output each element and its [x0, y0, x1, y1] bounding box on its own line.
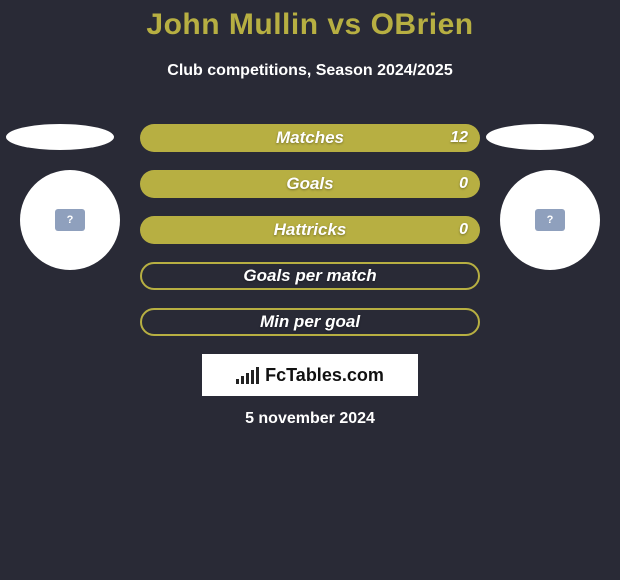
stat-bar-value: 12 [450, 129, 468, 147]
stat-bar: Matches12 [140, 124, 480, 152]
stat-bar: Hattricks0 [140, 216, 480, 244]
right-player-ellipse [486, 124, 594, 150]
stat-bar: Goals per match [140, 262, 480, 290]
stat-bar-label: Goals per match [142, 266, 478, 286]
left-player-avatar: ? [20, 170, 120, 270]
stat-bar-value: 0 [459, 175, 468, 193]
stat-bar-label: Min per goal [142, 312, 478, 332]
logo-bars-icon [236, 366, 259, 384]
stat-bar-label: Goals [140, 174, 480, 194]
right-player-avatar: ? [500, 170, 600, 270]
subtitle: Club competitions, Season 2024/2025 [0, 62, 620, 80]
stat-bar: Min per goal [140, 308, 480, 336]
stat-bar-label: Hattricks [140, 220, 480, 240]
stat-bar-label: Matches [140, 128, 480, 148]
footer-date: 5 november 2024 [0, 410, 620, 428]
stat-bar-value: 0 [459, 221, 468, 239]
avatar-placeholder-icon: ? [535, 209, 565, 231]
left-player-ellipse [6, 124, 114, 150]
fctables-logo: FcTables.com [202, 354, 418, 396]
avatar-placeholder-glyph: ? [67, 215, 74, 226]
avatar-placeholder-icon: ? [55, 209, 85, 231]
comparison-canvas: John Mullin vs OBrien Club competitions,… [0, 0, 620, 580]
avatar-placeholder-glyph: ? [547, 215, 554, 226]
stat-bar: Goals0 [140, 170, 480, 198]
logo-text: FcTables.com [265, 365, 384, 386]
page-title: John Mullin vs OBrien [0, 8, 620, 42]
